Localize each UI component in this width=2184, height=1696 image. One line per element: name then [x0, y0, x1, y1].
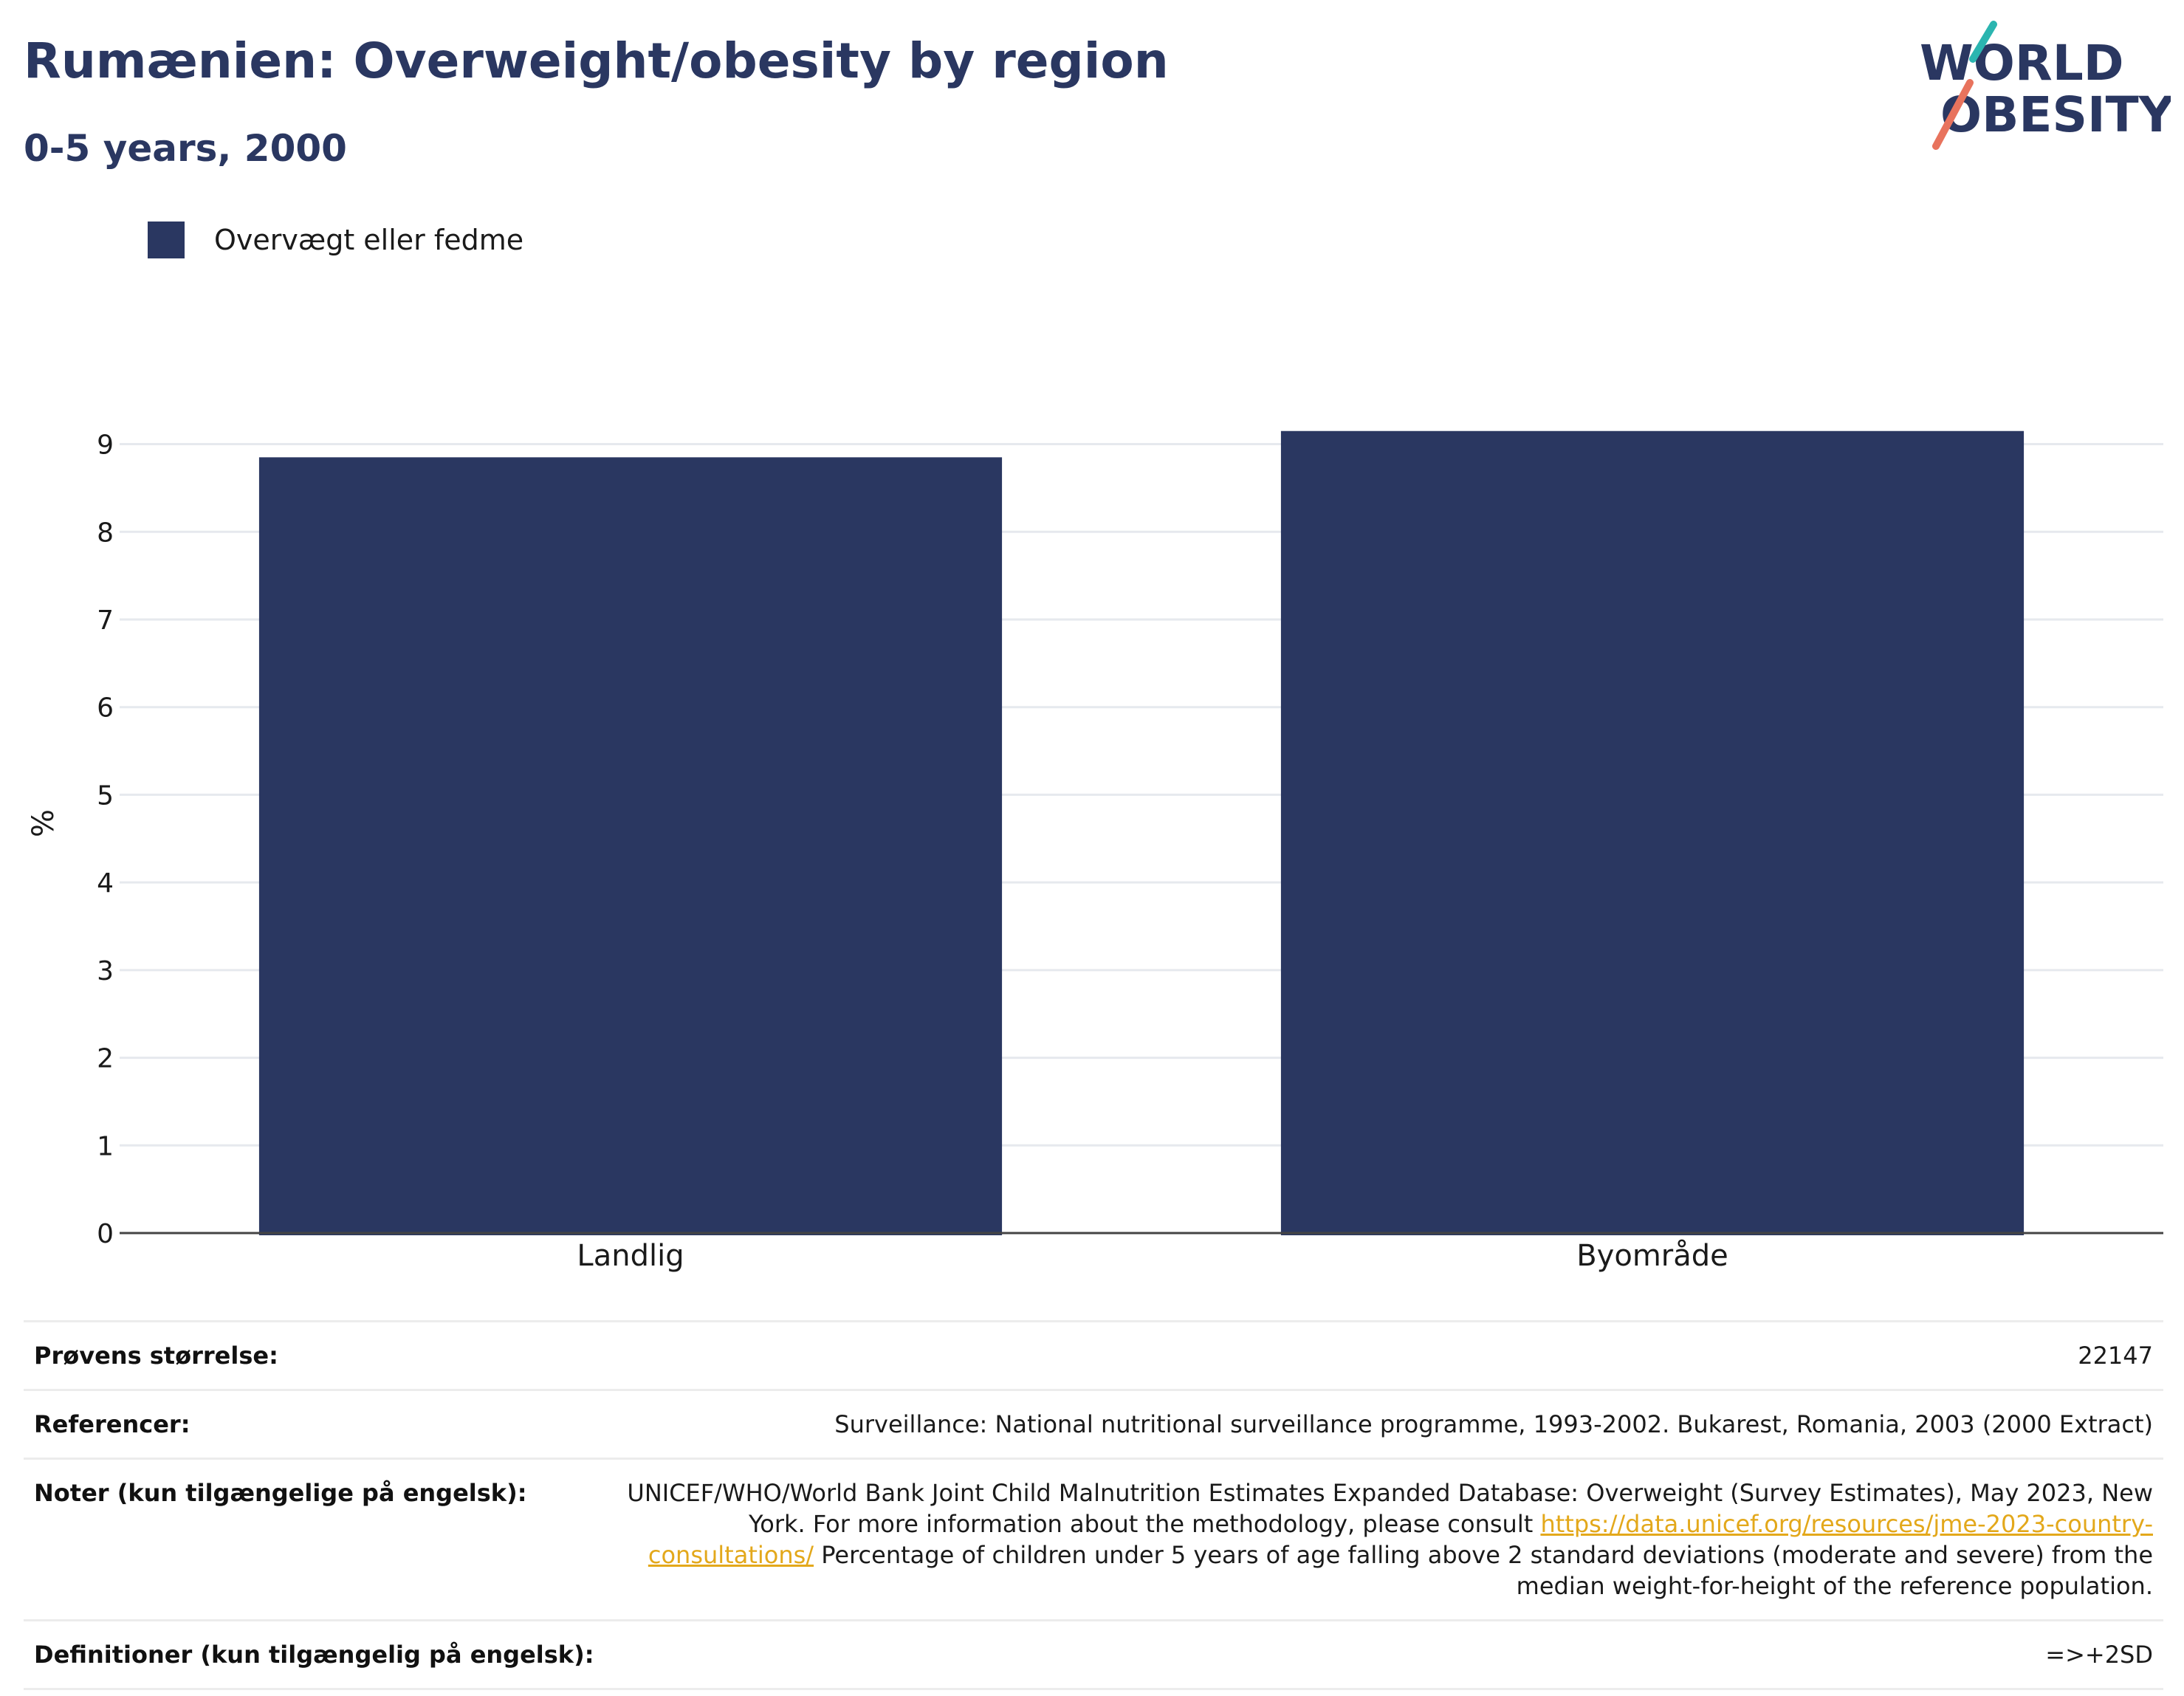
- info-key: Noter (kun tilgængelige på engelsk):: [34, 1479, 527, 1507]
- bar-landlig: [258, 457, 1003, 1235]
- notes-text: UNICEF/WHO/World Bank Joint Child Malnut…: [627, 1479, 2153, 1538]
- info-row-sample-size: Prøvens størrelse: 22147: [24, 1321, 2163, 1390]
- y-tick-label: 2: [97, 1044, 114, 1074]
- y-tick-label: 9: [97, 430, 114, 461]
- bar-chart: 0 1 2 3 4 5 6 7 8 9 Landlig Byområde %: [27, 430, 2163, 1273]
- logo-line2: OBESITY: [1940, 86, 2171, 143]
- notes-definition-text: Percentage of children under 5 years of …: [821, 1541, 2153, 1600]
- legend-label: Overvægt eller fedme: [214, 224, 524, 256]
- legend-swatch: [148, 222, 185, 258]
- y-tick-label: 3: [97, 956, 114, 986]
- info-value: Surveillance: National nutritional surve…: [834, 1410, 2153, 1438]
- info-key: Definitioner (kun tilgængelig på engelsk…: [34, 1641, 594, 1669]
- x-tick-label: Byområde: [1576, 1239, 1728, 1273]
- y-tick-label: 8: [97, 518, 114, 548]
- info-key: Prøvens størrelse:: [34, 1342, 278, 1370]
- y-tick-label: 6: [97, 693, 114, 724]
- y-tick-label: 0: [97, 1219, 114, 1249]
- chart-legend: Overvægt eller fedme: [148, 220, 523, 260]
- info-value: UNICEF/WHO/World Bank Joint Child Malnut…: [605, 1459, 2163, 1621]
- methodology-link[interactable]: https://data.unicef.org/resources/jme-20…: [648, 1510, 2153, 1569]
- bars: [258, 430, 2025, 1235]
- y-tick-label: 1: [97, 1131, 114, 1161]
- info-row-notes: Noter (kun tilgængelige på engelsk): UNI…: [24, 1458, 2163, 1621]
- logo-line1: WORLD: [1920, 35, 2124, 92]
- logo-teal-slash: [1969, 21, 1997, 63]
- y-axis-ticks: 0 1 2 3 4 5 6 7 8 9: [97, 430, 114, 1249]
- logo-coral-slash: [1932, 79, 1974, 150]
- page-title: Rumænien: Overweight/obesity by region: [24, 32, 1169, 89]
- info-table: Prøvens størrelse: 22147 Referencer: Sur…: [24, 1320, 2163, 1690]
- x-axis-labels: Landlig Byområde: [577, 1239, 1728, 1273]
- y-tick-label: 4: [97, 868, 114, 899]
- page-subtitle: 0-5 years, 2000: [24, 127, 347, 170]
- y-tick-label: 7: [97, 605, 114, 636]
- y-tick-label: 5: [97, 780, 114, 811]
- info-row-references: Referencer: Surveillance: National nutri…: [24, 1390, 2163, 1459]
- info-value: =>+2SD: [2045, 1641, 2153, 1669]
- y-axis-label: %: [27, 809, 61, 837]
- world-obesity-logo: WORLD OBESITY: [1920, 21, 2171, 150]
- info-row-definitions: Definitioner (kun tilgængelig på engelsk…: [24, 1620, 2163, 1689]
- x-tick-label: Landlig: [577, 1239, 684, 1273]
- info-key: Referencer:: [34, 1410, 190, 1438]
- info-value: 22147: [2078, 1342, 2153, 1370]
- bar-byområde: [1280, 430, 2025, 1235]
